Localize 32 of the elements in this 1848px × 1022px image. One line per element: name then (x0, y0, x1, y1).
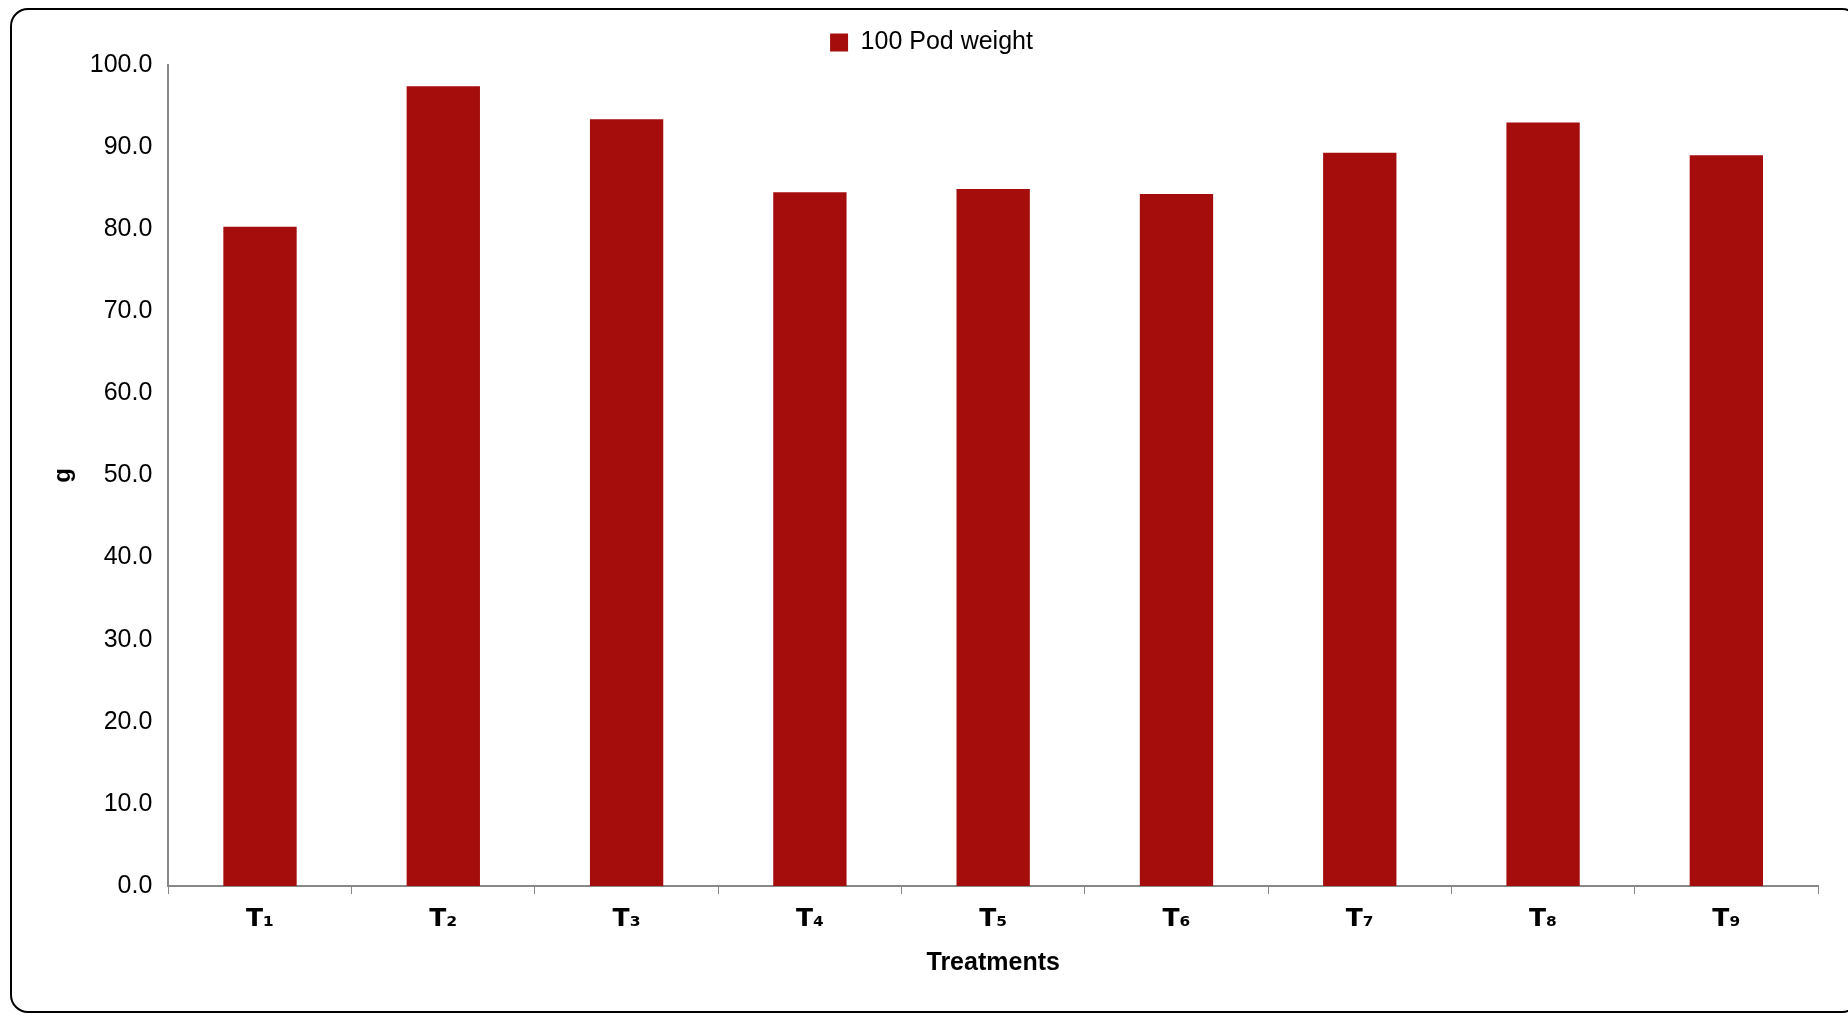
y-axis-title: g (48, 468, 76, 483)
bar (956, 188, 1030, 886)
bar (589, 119, 664, 886)
x-tick-label: T₈ (1529, 902, 1558, 932)
y-tick-label: 10.0 (103, 787, 153, 816)
x-tick-label: T₄ (795, 902, 824, 932)
bar (1139, 193, 1214, 886)
x-tick-label: T₉ (1712, 902, 1741, 932)
bar (406, 86, 480, 886)
bar (1323, 152, 1397, 886)
x-tick-label: T₅ (979, 902, 1008, 932)
bar (773, 192, 847, 886)
y-tick-label: 0.0 (117, 869, 153, 898)
x-tick-label: T₆ (1162, 902, 1191, 932)
x-tick-label: T₃ (612, 902, 641, 932)
x-tick-label: T₂ (429, 902, 458, 932)
y-tick-label: 100.0 (89, 48, 153, 77)
y-tick-label: 30.0 (103, 623, 153, 652)
y-tick-label: 80.0 (103, 213, 153, 242)
bar (1506, 122, 1580, 886)
y-tick-label: 90.0 (103, 130, 153, 159)
y-tick-label: 60.0 (103, 377, 153, 406)
y-tick-label: 70.0 (103, 295, 153, 324)
legend-label: 100 Pod weight (860, 26, 1033, 55)
bar (1689, 155, 1764, 886)
x-axis-title: Treatments (926, 946, 1060, 975)
y-tick-label: 50.0 (103, 459, 153, 488)
x-tick-label: T₁ (246, 902, 275, 932)
bar (223, 226, 297, 886)
x-tick-label: T₇ (1345, 902, 1374, 932)
y-tick-label: 40.0 (103, 541, 153, 570)
y-tick-label: 20.0 (103, 705, 153, 734)
